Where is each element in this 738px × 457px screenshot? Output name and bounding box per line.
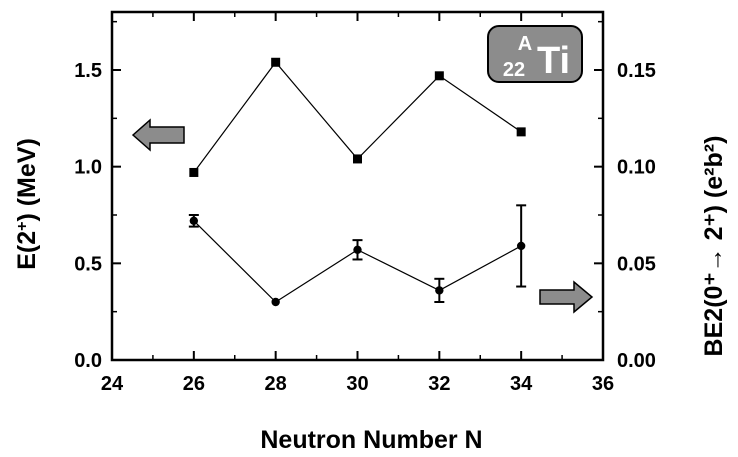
- data-point-square: [434, 71, 444, 81]
- series-layer: [188, 57, 527, 307]
- data-point-circle: [189, 216, 199, 225]
- isotope-badge-box: [487, 25, 583, 83]
- data-point-square: [516, 127, 526, 137]
- x-tick-label: 32: [428, 373, 450, 395]
- left-axis-arrow-icon: [131, 118, 185, 152]
- series-line-circle: [193, 220, 522, 303]
- y-axis-left-label-sup: +: [14, 222, 31, 231]
- isotope-symbol: Ti: [537, 40, 570, 82]
- data-point-circle: [271, 297, 280, 307]
- y-right-tick-label: 0.05: [617, 253, 656, 275]
- y-left-tick-label: 1.0: [74, 157, 102, 179]
- x-tick-label: 34: [510, 373, 533, 395]
- y-axis-left-label-main: E(2: [13, 231, 41, 270]
- data-point-circle: [435, 286, 444, 295]
- y-right-tick-label: 0.00: [617, 350, 656, 372]
- isotope-atomic-number: 22: [503, 59, 525, 81]
- x-axis-label: Neutron Number N: [260, 426, 482, 454]
- x-tick-label: 28: [265, 373, 287, 395]
- data-point-square: [189, 167, 199, 177]
- x-tick-label: 36: [592, 373, 614, 395]
- isotope-mass-number: A: [518, 33, 532, 55]
- y-axis-left-label-tail: ) (MeV): [13, 138, 41, 221]
- right-axis-arrow-icon: [539, 280, 594, 314]
- x-tick-label: 26: [183, 373, 205, 395]
- y-axis-left-label: E(2+) (MeV): [13, 138, 41, 270]
- plot-frame: [110, 10, 605, 362]
- data-point-circle: [353, 245, 362, 254]
- y-left-tick-label: 0.0: [74, 350, 102, 372]
- data-point-square: [353, 154, 362, 164]
- data-point-square: [271, 57, 281, 67]
- data-point-circle: [516, 241, 526, 251]
- y-right-tick-label: 0.10: [617, 157, 656, 179]
- x-tick-label: 24: [101, 373, 124, 395]
- x-tick-label: 30: [346, 373, 368, 395]
- y-left-tick-label: 0.5: [74, 253, 102, 275]
- isotope-badge: A 22 Ti: [487, 25, 583, 83]
- tick-labels: 24 26 28 30 32 34 36 0.0 0.5 1.0 1.5 0.00 0.05 0.10 0.…: [74, 60, 656, 395]
- y-right-tick-label: 0.15: [617, 60, 656, 82]
- y-left-tick-label: 1.5: [74, 60, 102, 82]
- y-axis-right-label: BE2(0⁺→ 2⁺) (e²b²): [700, 136, 728, 357]
